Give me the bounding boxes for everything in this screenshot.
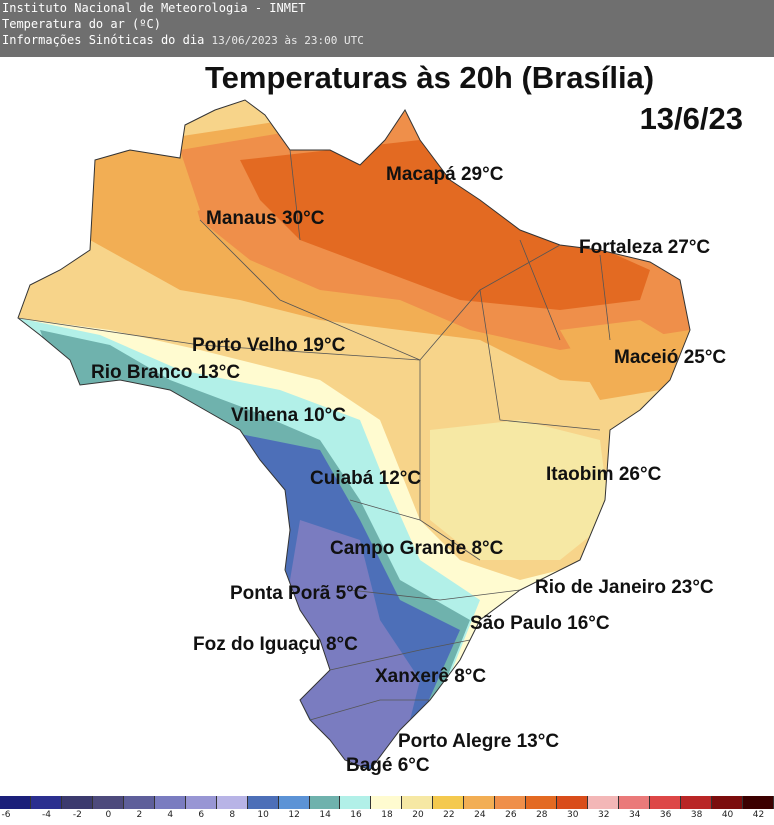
- legend-tick: 0: [105, 810, 112, 820]
- legend-tick: 16: [350, 810, 362, 820]
- legend-tick: 28: [536, 810, 548, 820]
- legend-swatch: [464, 796, 496, 809]
- legend-tick: 38: [690, 810, 703, 820]
- legend-swatch: [278, 796, 310, 809]
- city-label-vilhena: Vilhena 10°C: [231, 405, 346, 426]
- legend-tick: 30: [567, 810, 579, 820]
- legend-tick: -6: [1, 810, 11, 820]
- legend-tick: -4: [41, 810, 51, 820]
- state-borders: [17, 149, 611, 721]
- legend-swatch: [247, 796, 279, 809]
- legend-swatch: [526, 796, 558, 809]
- legend-swatch: [371, 796, 403, 809]
- brazil-map: [17, 99, 691, 771]
- legend-tick: -2: [72, 810, 82, 820]
- legend-swatch: [680, 796, 712, 809]
- legend-tick: 10: [257, 810, 269, 820]
- city-label-porto-alegre: Porto Alegre 13°C: [398, 731, 560, 752]
- legend-swatch: [0, 796, 31, 809]
- legend-tick: 6: [198, 810, 205, 820]
- legend-swatch: [557, 796, 589, 809]
- legend-swatch: [61, 796, 93, 809]
- institution-name: Instituto Nacional de Meteorologia - INM…: [2, 1, 306, 15]
- city-label-xanxere: Xanxerê 8°C: [375, 666, 487, 687]
- legend-tick: 18: [381, 810, 393, 820]
- legend-color-bar: [0, 796, 774, 809]
- city-label-cuiaba: Cuiabá 12°C: [310, 468, 422, 489]
- map-date: 13/6/23: [639, 101, 743, 136]
- city-label-rio-de-janeiro: Rio de Janeiro 23°C: [535, 577, 714, 598]
- legend-swatch: [650, 796, 681, 809]
- legend-swatch: [742, 796, 774, 809]
- legend-tick: 26: [505, 810, 517, 820]
- city-label-itaobim: Itaobim 26°C: [546, 464, 662, 485]
- legend-tick: 42: [752, 810, 765, 820]
- legend-swatch: [185, 796, 217, 809]
- legend-swatch: [30, 796, 62, 809]
- legend-swatch: [433, 796, 465, 809]
- color-legend: -6 -4 -2 0 2 4 6 8 10 12 14 16 18 20 22 24 26 28 30 32 34 36 3…: [0, 796, 774, 825]
- legend-tick: 34: [628, 810, 641, 820]
- city-label-maceio: Maceió 25°C: [614, 347, 727, 368]
- legend-tick: 14: [319, 810, 331, 820]
- legend-tick: 20: [412, 810, 424, 820]
- info-line: Informações Sinóticas do dia 13/06/2023 …: [0, 32, 774, 49]
- legend-swatch: [154, 796, 186, 809]
- legend-swatch: [495, 796, 527, 809]
- legend-swatch: [588, 796, 620, 809]
- city-label-manaus: Manaus 30°C: [206, 208, 325, 229]
- variable-name: Temperatura do ar (ºC): [2, 17, 161, 31]
- legend-tick-labels: -6 -4 -2 0 2 4 6 8 10 12 14 16 18 20 22 24 26 28 30 32 34 36 3…: [0, 810, 774, 824]
- legend-tick: 22: [443, 810, 455, 820]
- legend-tick: 32: [597, 810, 610, 820]
- legend-swatch: [340, 796, 372, 809]
- legend-swatch: [92, 796, 124, 809]
- legend-swatch: [123, 796, 155, 809]
- legend-tick: 24: [474, 810, 486, 820]
- legend-tick: 4: [167, 810, 174, 820]
- city-label-macapa: Macapá 29°C: [386, 164, 504, 185]
- legend-tick: 2: [136, 810, 143, 820]
- city-label-porto-velho: Porto Velho 19°C: [192, 335, 346, 356]
- map-title: Temperaturas às 20h (Brasília): [205, 60, 655, 95]
- legend-tick: 40: [721, 810, 734, 820]
- city-label-rio-branco: Rio Branco 13°C: [91, 362, 241, 383]
- datetime: 13/06/2023 às 23:00 UTC: [211, 34, 364, 47]
- country-outline: [17, 99, 691, 771]
- temperature-map: [0, 57, 774, 797]
- header-bar: Instituto Nacional de Meteorologia - INM…: [0, 0, 774, 57]
- city-label-sao-paulo: São Paulo 16°C: [470, 613, 610, 634]
- legend-tick: 36: [659, 810, 672, 820]
- legend-swatch: [402, 796, 434, 809]
- legend-swatch: [711, 796, 743, 809]
- city-label-campo-grande: Campo Grande 8°C: [330, 538, 504, 559]
- info-label: Informações Sinóticas do dia: [2, 33, 205, 47]
- city-label-foz-do-iguacu: Foz do Iguaçu 8°C: [193, 634, 358, 655]
- city-label-bage: Bagé 6°C: [346, 755, 430, 776]
- legend-tick: 12: [288, 810, 300, 820]
- legend-swatch: [216, 796, 248, 809]
- legend-tick: 8: [229, 810, 236, 820]
- legend-swatch: [309, 796, 341, 809]
- city-label-fortaleza: Fortaleza 27°C: [579, 237, 711, 258]
- city-label-ponta-pora: Ponta Porã 5°C: [230, 583, 368, 604]
- legend-swatch: [619, 796, 651, 809]
